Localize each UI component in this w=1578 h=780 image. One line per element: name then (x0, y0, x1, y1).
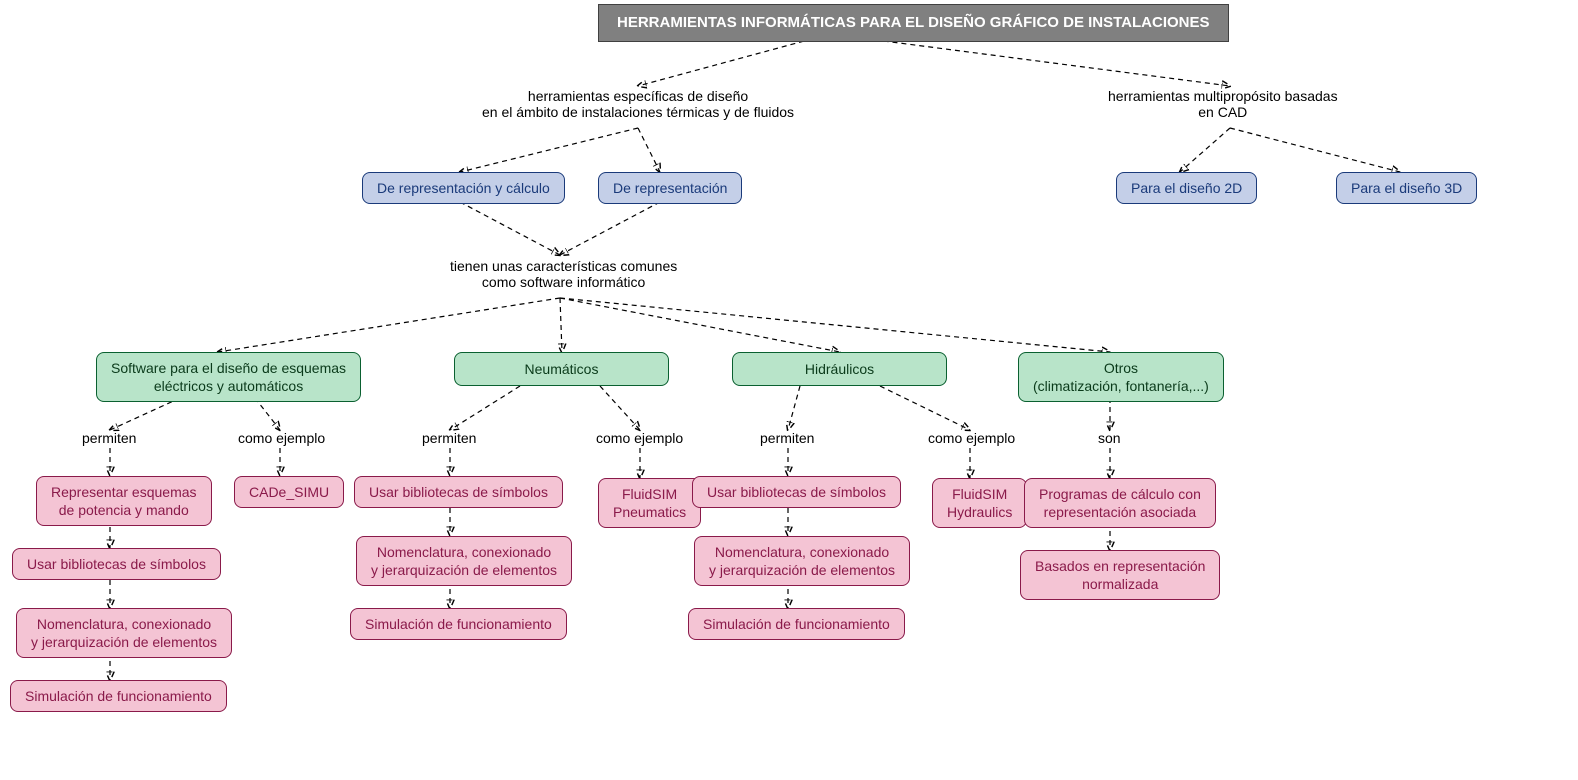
label-permiten-3: permiten (760, 430, 814, 446)
node-nom-1: Nomenclatura, conexionado y jerarquizaci… (16, 608, 232, 658)
title-node: HERRAMIENTAS INFORMÁTICAS PARA EL DISEÑO… (598, 4, 1229, 42)
node-lib-2: Usar bibliotecas de símbolos (354, 476, 563, 508)
label-specific-tools: herramientas específicas de diseño en el… (482, 88, 794, 120)
node-fluidsim-p: FluidSIM Pneumatics (598, 478, 701, 528)
node-repr-esq: Representar esquemas de potencia y mando (36, 476, 212, 526)
node-sim-3: Simulación de funcionamiento (688, 608, 905, 640)
label-ejemplo-2: como ejemplo (596, 430, 683, 446)
node-fluidsim-h: FluidSIM Hydraulics (932, 478, 1027, 528)
node-nom-3: Nomenclatura, conexionado y jerarquizaci… (694, 536, 910, 586)
node-based-norm: Basados en representación normalizada (1020, 550, 1220, 600)
node-electrical-software: Software para el diseño de esquemas eléc… (96, 352, 361, 402)
title-text: HERRAMIENTAS INFORMÁTICAS PARA EL DISEÑO… (617, 13, 1210, 33)
node-lib-1: Usar bibliotecas de símbolos (12, 548, 221, 580)
node-others: Otros (climatización, fontanería,...) (1018, 352, 1224, 402)
node-repr: De representación (598, 172, 742, 204)
node-2d: Para el diseño 2D (1116, 172, 1257, 204)
label-common-features: tienen unas características comunes como… (450, 258, 677, 290)
label-permiten-2: permiten (422, 430, 476, 446)
label-ejemplo-1: como ejemplo (238, 430, 325, 446)
node-lib-3: Usar bibliotecas de símbolos (692, 476, 901, 508)
node-repr-calc: De representación y cálculo (362, 172, 565, 204)
node-hydraulic: Hidráulicos (732, 352, 947, 386)
label-multipurpose-cad: herramientas multipropósito basadas en C… (1108, 88, 1338, 120)
node-sim-1: Simulación de funcionamiento (10, 680, 227, 712)
node-prog-calc: Programas de cálculo con representación … (1024, 478, 1216, 528)
label-son: son (1098, 430, 1121, 446)
label-permiten-1: permiten (82, 430, 136, 446)
node-sim-2: Simulación de funcionamiento (350, 608, 567, 640)
node-nom-2: Nomenclatura, conexionado y jerarquizaci… (356, 536, 572, 586)
node-pneumatic: Neumáticos (454, 352, 669, 386)
node-3d: Para el diseño 3D (1336, 172, 1477, 204)
node-cade: CADe_SIMU (234, 476, 344, 508)
label-ejemplo-3: como ejemplo (928, 430, 1015, 446)
